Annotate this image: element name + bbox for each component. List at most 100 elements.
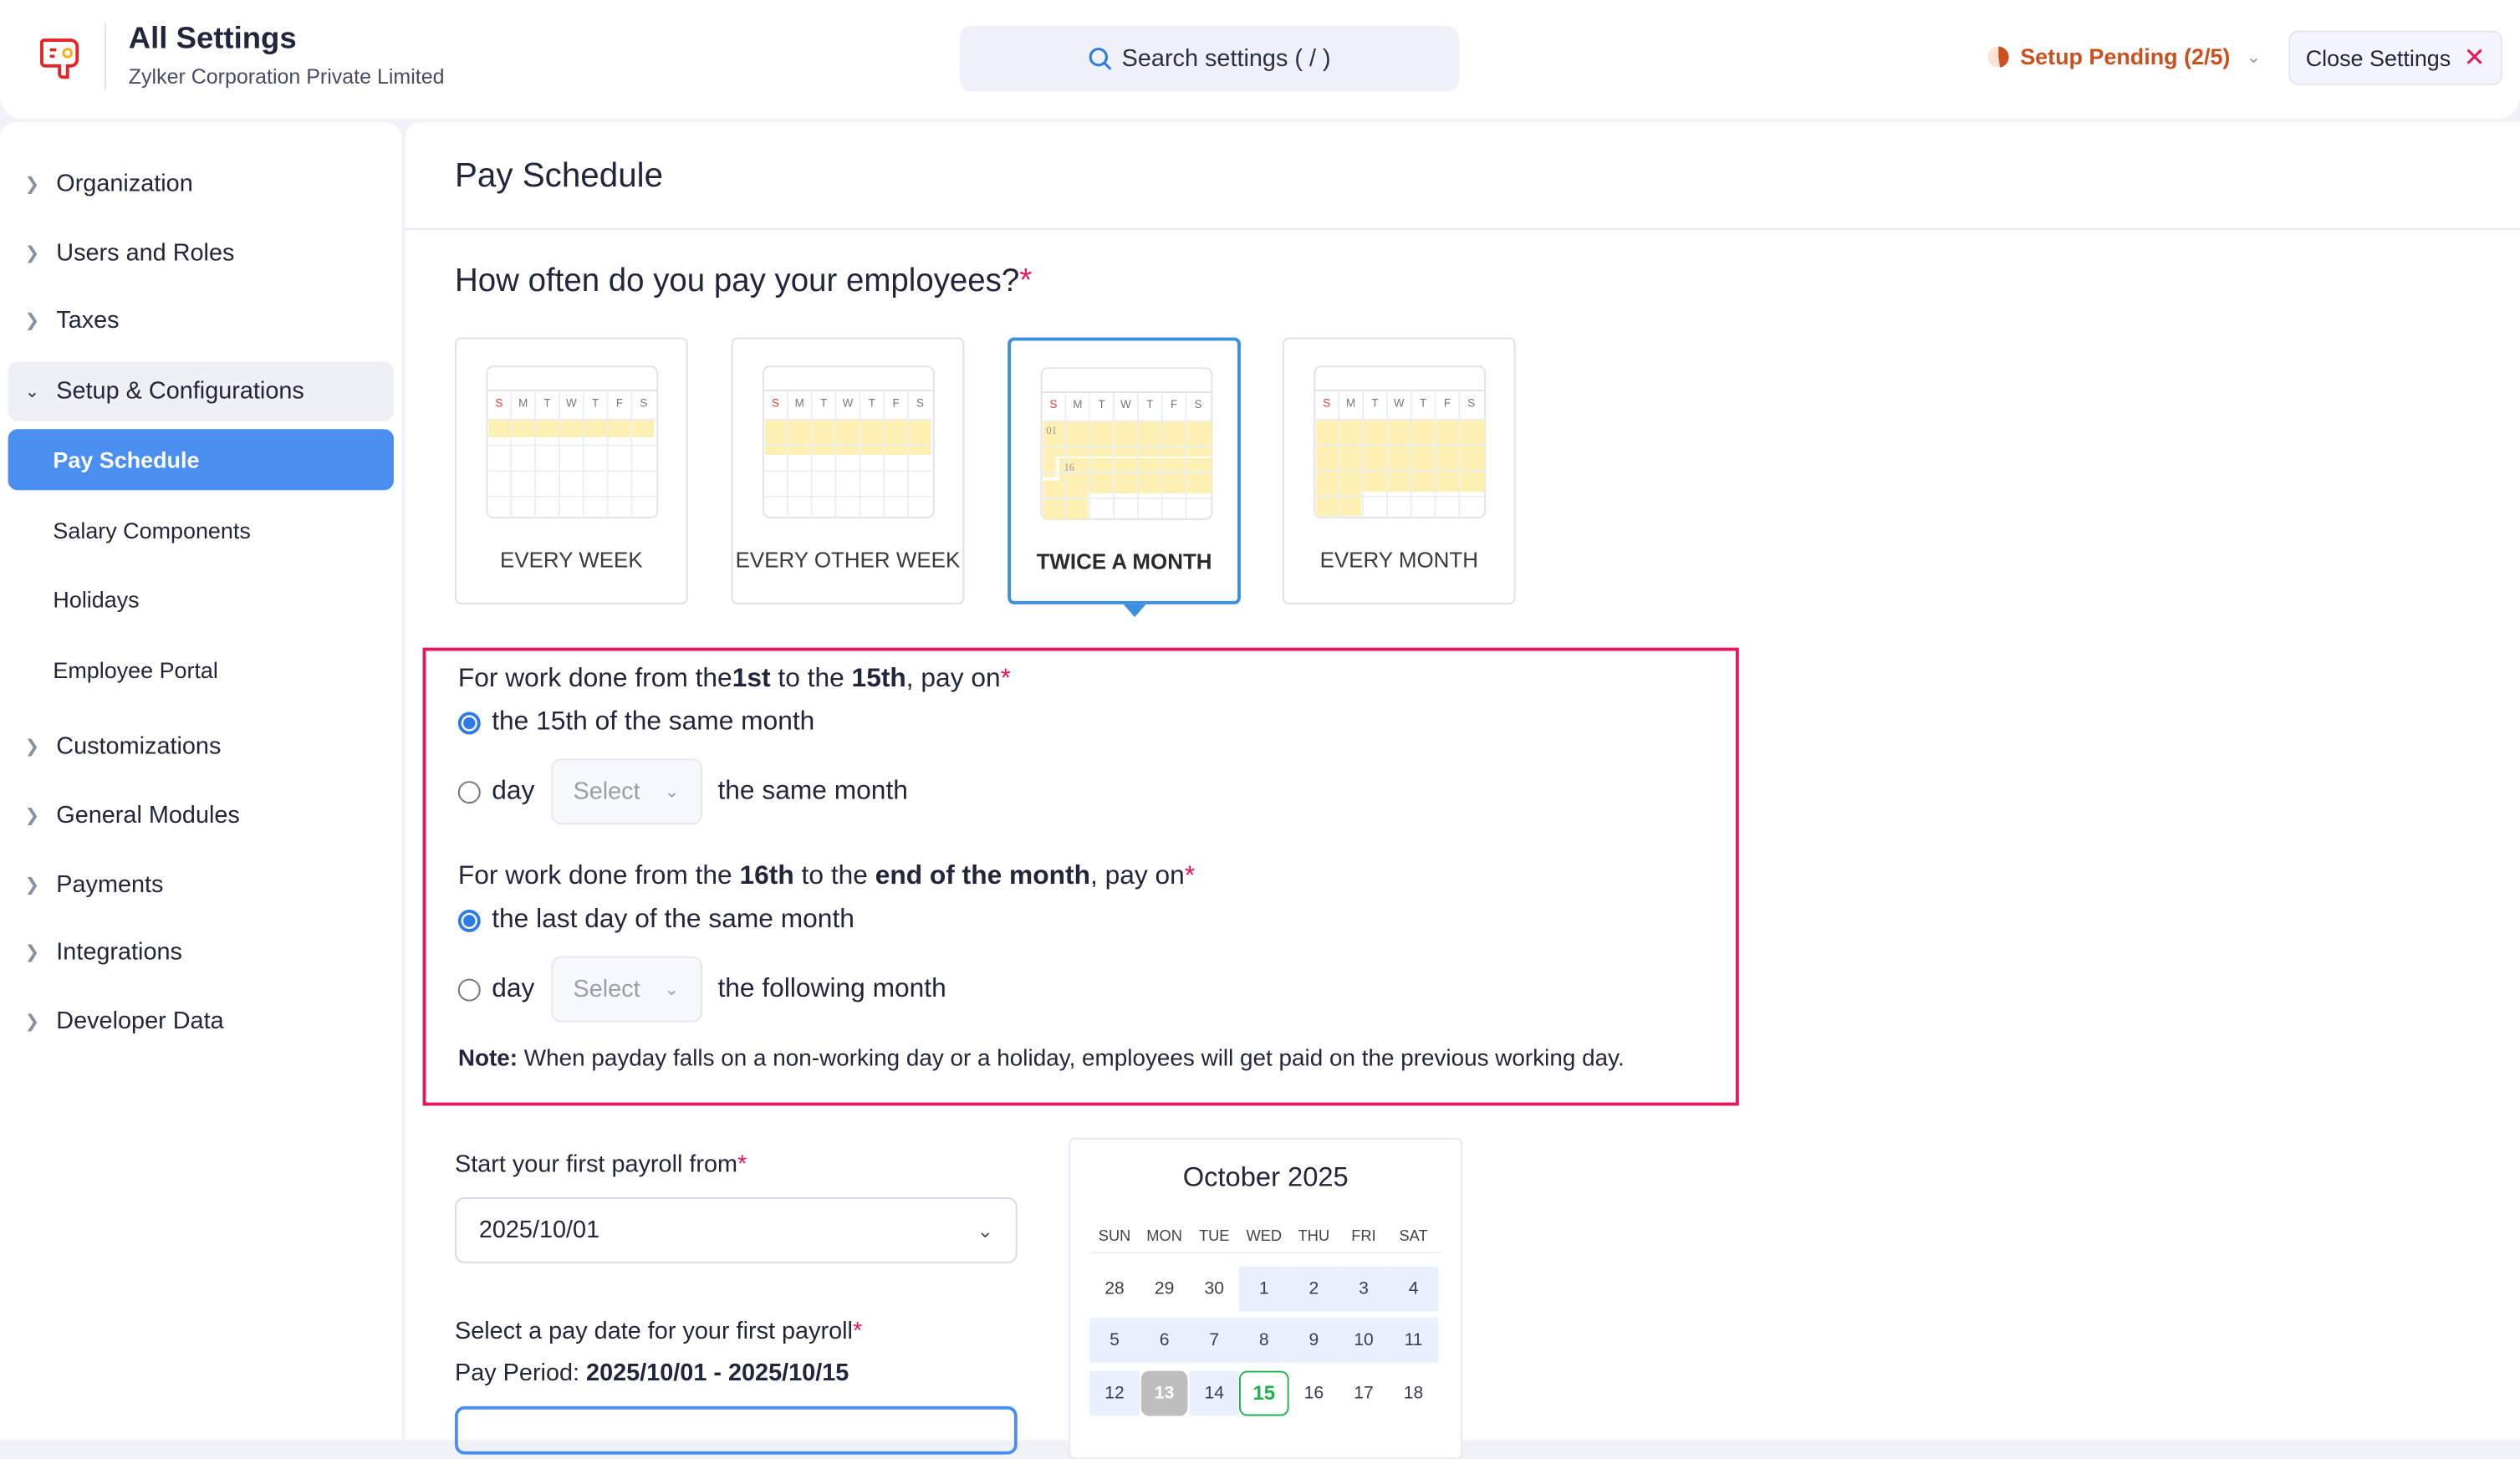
sidebar-item-integrations[interactable]: ❯ Integrations (8, 922, 394, 982)
calendar-day: 13 (1140, 1370, 1188, 1416)
search-input[interactable]: Search settings ( / ) (959, 25, 1460, 92)
frequency-option-twice-a-month[interactable]: S M T W T F S 01 16 TWICE A MONTH (1007, 337, 1241, 605)
sidebar-item-organization[interactable]: ❯ Organization (8, 155, 394, 214)
mini-weekday: W (1120, 398, 1131, 411)
calendar-day[interactable]: 15 (1239, 1370, 1289, 1416)
setup-pending-dropdown[interactable]: Setup Pending (2/5) ⌄ (1987, 43, 2262, 69)
calendar-day[interactable]: 18 (1403, 1384, 1424, 1404)
sidebar-item-payments[interactable]: ❯ Payments (8, 855, 394, 915)
radio-button[interactable] (457, 780, 481, 803)
sidebar-item-setup-configurations[interactable]: ⌄ Setup & Configurations (8, 361, 394, 421)
nav-label: Customizations (56, 732, 222, 761)
first-half-option-day[interactable]: day Select ⌄ the same month (457, 758, 908, 825)
chevron-down-icon: ⌄ (977, 1218, 993, 1242)
calendar-day[interactable]: 4 (1388, 1266, 1439, 1312)
sidebar-item-employee-portal[interactable]: Employee Portal (8, 640, 394, 699)
sidebar-item-general-modules[interactable]: ❯ General Modules (8, 786, 394, 845)
option-label: TWICE A MONTH (1036, 549, 1212, 574)
org-name: Zylker Corporation Private Limited (128, 64, 445, 89)
mini-weekday: W (566, 396, 577, 409)
divider (1089, 1252, 1442, 1254)
calendar-day[interactable]: 1 (1239, 1266, 1289, 1312)
sidebar-item-taxes[interactable]: ❯ Taxes (8, 291, 394, 350)
mini-frame (486, 365, 659, 518)
sidebar-item-salary-components[interactable]: Salary Components (8, 500, 394, 559)
first-half-option-same-day[interactable]: the 15th of the same month (457, 707, 814, 738)
pay-date-input[interactable] (454, 1405, 1018, 1455)
calendar-day[interactable]: 28 (1104, 1279, 1125, 1299)
mini-highlight (488, 419, 655, 437)
radio-button[interactable] (457, 711, 481, 734)
sidebar: ❯ Organization ❯ Users and Roles ❯ Taxes ⌄ S… (0, 122, 402, 1441)
calendar-day[interactable]: 30 (1204, 1279, 1224, 1299)
radio-button[interactable] (457, 977, 481, 1001)
second-half-day-select[interactable]: Select ⌄ (550, 956, 702, 1023)
frequency-option-every-month[interactable]: S M T W T F S EVERY MONTH (1282, 337, 1516, 605)
chevron-right-icon: ❯ (24, 244, 40, 264)
frequency-option-every-week[interactable]: S M T W T F S EVERY WEEK (454, 337, 688, 605)
required-marker: * (737, 1150, 747, 1178)
second-half-option-last-day[interactable]: the last day of the same month (457, 905, 854, 936)
required-marker: * (1000, 663, 1012, 693)
text: Select a pay date for your first payroll (454, 1318, 853, 1345)
nav-label: Setup & Configurations (56, 377, 304, 406)
sidebar-item-developer-data[interactable]: ❯ Developer Data (8, 992, 394, 1051)
text: 15th (851, 663, 906, 693)
calendar-day[interactable]: 3 (1339, 1266, 1389, 1312)
calendar-day[interactable]: 8 (1239, 1318, 1289, 1364)
start-payroll-dropdown[interactable]: 2025/10/01 ⌄ (454, 1197, 1018, 1263)
first-half-day-select[interactable]: Select ⌄ (550, 758, 702, 825)
text: to the (793, 861, 875, 890)
mini-weekday: T (592, 396, 599, 409)
text: end of the month (875, 861, 1090, 890)
weekday-header: SUN (1098, 1227, 1131, 1246)
chevron-right-icon: ❯ (24, 175, 40, 195)
calendar-day[interactable]: 16 (1303, 1384, 1324, 1404)
sidebar-item-users-roles[interactable]: ❯ Users and Roles (8, 223, 394, 283)
close-settings-button[interactable]: Close Settings ✕ (2288, 30, 2502, 85)
frequency-option-every-other-week[interactable]: S M T W T F S EVERY OTHER WEEK (731, 337, 965, 605)
nav-label: Holidays (53, 585, 140, 612)
text: 16th (739, 861, 794, 890)
option-label: day (492, 776, 535, 806)
calendar-day[interactable]: 7 (1189, 1318, 1240, 1364)
calendar-day[interactable]: 9 (1288, 1318, 1339, 1364)
calendar-day[interactable]: 2 (1288, 1266, 1339, 1312)
chevron-down-icon: ⌄ (2246, 47, 2262, 67)
required-marker: * (852, 1318, 863, 1345)
divider (104, 22, 106, 90)
payday-note: Note: When payday falls on a non-working… (458, 1046, 1625, 1072)
calendar-month-title: October 2025 (1182, 1161, 1349, 1193)
frequency-question: How often do you pay your employees?* (455, 263, 1032, 300)
mini-weekday: F (616, 396, 623, 409)
mini-weekday: M (1073, 398, 1082, 411)
calendar-illustration-icon: S M T W T F S 01 16 (1040, 367, 1213, 520)
calendar-day[interactable]: 5 (1089, 1318, 1140, 1364)
divider (405, 227, 2520, 230)
chevron-right-icon: ❯ (24, 943, 40, 963)
calendar-day[interactable]: 14 (1189, 1370, 1240, 1416)
mini-weekday: F (1444, 396, 1451, 409)
calendar-day[interactable]: 10 (1339, 1318, 1389, 1364)
nav-label: Salary Components (53, 516, 251, 543)
nav-label: Integrations (56, 938, 182, 967)
sidebar-item-pay-schedule[interactable]: Pay Schedule (8, 429, 394, 491)
mini-weekday: T (869, 396, 875, 409)
mini-weekday: S (1050, 398, 1058, 411)
radio-button[interactable] (457, 909, 481, 931)
calendar-day[interactable]: 17 (1354, 1384, 1374, 1404)
second-half-option-day[interactable]: day Select ⌄ the following month (457, 956, 946, 1023)
sidebar-item-customizations[interactable]: ❯ Customizations (8, 717, 394, 776)
calendar-day[interactable]: 29 (1154, 1279, 1175, 1299)
text: Pay Period: (454, 1360, 587, 1387)
calendar-day[interactable]: 6 (1139, 1318, 1190, 1364)
chevron-right-icon: ❯ (24, 875, 40, 895)
pay-period: Pay Period: 2025/10/01 - 2025/10/15 (455, 1360, 849, 1387)
app-title: All Settings (128, 22, 297, 57)
sidebar-item-holidays[interactable]: Holidays (8, 569, 394, 628)
calendar-day[interactable]: 11 (1388, 1318, 1439, 1364)
calendar-day[interactable]: 12 (1089, 1370, 1140, 1416)
dropdown-value: 2025/10/01 (478, 1217, 600, 1244)
